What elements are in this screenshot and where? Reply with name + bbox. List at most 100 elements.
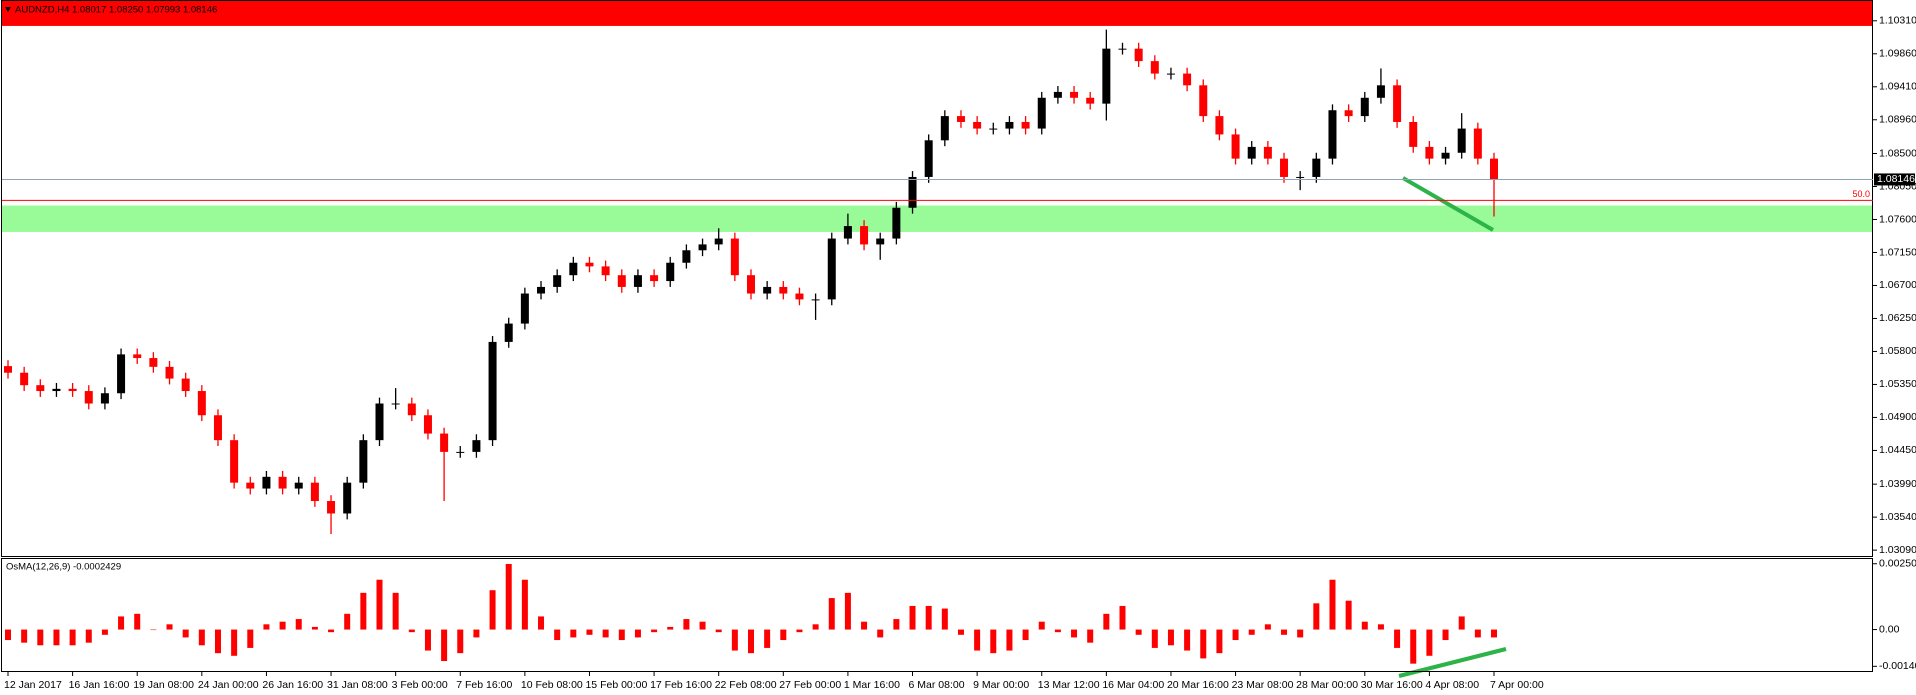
candle-body xyxy=(84,391,93,404)
candle-body xyxy=(1263,146,1272,159)
candle-body xyxy=(843,226,852,239)
osma-bar xyxy=(441,629,448,662)
candle-body xyxy=(20,372,29,386)
osma-bar xyxy=(861,621,868,630)
candle-body xyxy=(407,403,416,416)
osma-bar xyxy=(408,629,415,633)
candle-body xyxy=(940,116,949,141)
price-tag xyxy=(1874,173,1915,186)
osma-bar xyxy=(1345,600,1352,630)
osma-bar xyxy=(21,629,28,643)
candle-body xyxy=(876,238,885,245)
candle-body xyxy=(1425,146,1434,159)
candle-body xyxy=(1409,121,1418,147)
osma-bar xyxy=(1458,616,1465,630)
candle-body xyxy=(1360,97,1369,117)
candle-body xyxy=(1199,85,1208,117)
osma-bar xyxy=(990,629,997,654)
osma-bar xyxy=(1200,629,1207,659)
x-tick-label: 4 Apr 08:00 xyxy=(1425,679,1479,691)
osma-bar xyxy=(295,619,302,630)
y-tick-label: 1.10310 xyxy=(1879,15,1916,27)
osma-bar xyxy=(118,616,125,630)
candle-body xyxy=(1280,158,1289,177)
candle-body xyxy=(213,415,222,441)
candle-body xyxy=(391,403,400,405)
candle-body xyxy=(375,403,384,441)
candle-body xyxy=(682,250,691,263)
y-tick-label: 1.07150 xyxy=(1879,246,1916,258)
candle-body xyxy=(537,286,546,294)
osma-bar xyxy=(214,629,221,654)
candle-body xyxy=(1005,121,1014,129)
osma-bar xyxy=(634,629,641,638)
osma-bar xyxy=(247,629,254,648)
osma-bar xyxy=(198,629,205,646)
trendline-drawing xyxy=(1401,176,1495,232)
osma-bar xyxy=(1426,629,1433,656)
osma-bar xyxy=(231,629,238,656)
osma-bar xyxy=(1232,629,1239,641)
candle-body xyxy=(714,238,723,245)
osma-bar xyxy=(1361,621,1368,630)
osma-bar xyxy=(150,629,157,631)
osma-bar xyxy=(182,629,189,638)
x-tick-label: 13 Mar 12:00 xyxy=(1038,679,1100,691)
candle-body xyxy=(1070,91,1079,98)
candle-body xyxy=(117,354,126,394)
y-tick-label: 1.09860 xyxy=(1879,48,1916,60)
candle-body xyxy=(585,262,594,267)
candle-body xyxy=(423,415,432,434)
osma-bar xyxy=(5,629,11,641)
candle-body xyxy=(730,238,739,276)
candle-body xyxy=(1457,128,1466,153)
osma-bar xyxy=(731,629,738,651)
x-tick-label: 30 Mar 16:00 xyxy=(1361,679,1423,691)
candle-body xyxy=(520,293,529,324)
osma-bar xyxy=(1442,629,1449,641)
x-tick-label: 7 Apr 00:00 xyxy=(1490,679,1544,691)
candle-body xyxy=(1053,91,1062,98)
candle-body xyxy=(989,128,998,130)
osma-bar xyxy=(1071,629,1078,638)
osma-bar xyxy=(570,629,577,638)
candle-body xyxy=(1473,128,1482,159)
x-tick-label: 16 Jan 16:00 xyxy=(69,679,130,691)
candle-body xyxy=(1102,48,1111,104)
zone xyxy=(2,1,1873,26)
osma-bar xyxy=(1022,629,1029,641)
candle-body xyxy=(601,266,610,276)
x-tick-label: 31 Jan 08:00 xyxy=(327,679,388,691)
y-tick-label: 1.04450 xyxy=(1879,444,1916,456)
x-tick-label: 22 Feb 08:00 xyxy=(715,679,777,691)
y-tick-label: 0.002509 xyxy=(1879,558,1916,570)
candle-body xyxy=(553,275,562,287)
plot xyxy=(4,29,1498,664)
menu-icon[interactable] xyxy=(5,7,11,12)
osma-bar xyxy=(360,592,367,630)
osma-bar xyxy=(1119,605,1126,630)
candle-body xyxy=(327,501,336,514)
candle-body xyxy=(100,393,109,404)
osma-bar xyxy=(1087,629,1094,643)
candle-body xyxy=(908,176,917,208)
y-tick-label: 1.06700 xyxy=(1879,279,1916,291)
osma-bar xyxy=(376,579,383,630)
osma-bar xyxy=(505,563,512,630)
y-tick-label: 1.05350 xyxy=(1879,378,1916,390)
y-tick-label: 1.05800 xyxy=(1879,345,1916,357)
candle-body xyxy=(1021,121,1030,129)
y-tick-label: 1.03990 xyxy=(1879,478,1916,490)
osma-bar xyxy=(1281,629,1288,635)
candle-body xyxy=(488,341,497,441)
osma-bar xyxy=(1377,624,1384,630)
y-tick-label: 1.08960 xyxy=(1879,114,1916,126)
osma-bar xyxy=(893,619,900,630)
osma-bar xyxy=(424,629,431,651)
candle-body xyxy=(149,358,158,367)
candle-body xyxy=(181,378,190,392)
candle-body xyxy=(504,323,513,342)
y-tick-label: 1.04900 xyxy=(1879,411,1916,423)
candle-body xyxy=(666,262,675,282)
